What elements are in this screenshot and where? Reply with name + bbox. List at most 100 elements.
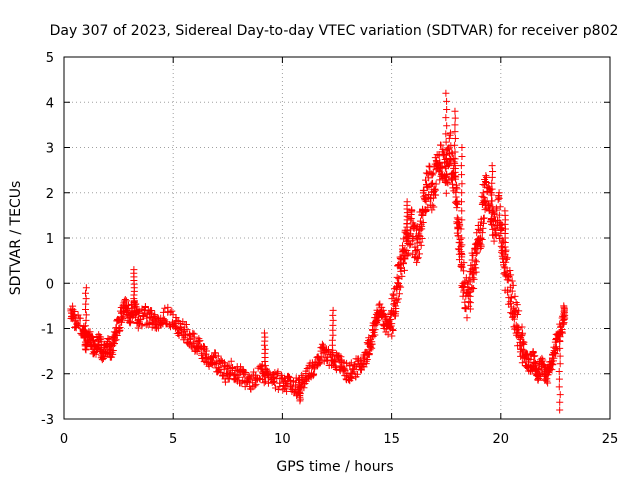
data-point	[437, 141, 445, 149]
data-point	[425, 162, 433, 170]
data-point	[458, 251, 466, 259]
data-point	[71, 308, 79, 316]
grid-lines	[64, 57, 610, 419]
data-point	[552, 350, 560, 358]
data-point	[513, 301, 521, 309]
data-point	[458, 263, 466, 271]
data-point	[502, 248, 510, 256]
data-point	[451, 175, 459, 183]
data-point	[544, 379, 552, 387]
data-point	[556, 360, 564, 368]
data-point	[442, 189, 450, 197]
data-point	[488, 185, 496, 193]
data-point	[458, 144, 466, 151]
data-point	[451, 141, 459, 149]
data-point	[121, 296, 129, 304]
y-tick-label: 5	[46, 51, 54, 66]
data-point	[501, 252, 509, 260]
data-point	[124, 305, 132, 313]
data-point	[183, 326, 191, 334]
data-point	[451, 114, 459, 122]
y-tick-label: 3	[46, 142, 54, 157]
data-point	[398, 272, 406, 280]
data-point	[493, 206, 501, 214]
data-point	[429, 171, 437, 179]
data-point	[556, 337, 564, 345]
data-point	[472, 250, 480, 258]
data-point	[172, 313, 180, 321]
data-point	[389, 290, 397, 298]
data-point	[470, 285, 478, 293]
data-point	[508, 277, 516, 285]
data-point	[498, 221, 506, 229]
data-point	[219, 371, 227, 379]
data-point	[422, 197, 430, 205]
data-point	[347, 374, 355, 382]
data-point	[467, 261, 475, 269]
data-point	[443, 171, 451, 179]
data-point	[311, 365, 319, 373]
data-point	[198, 349, 206, 357]
data-point	[389, 325, 396, 333]
data-point	[495, 194, 503, 202]
data-point	[261, 345, 269, 353]
data-point	[274, 368, 282, 376]
data-point	[458, 153, 466, 161]
data-point	[539, 356, 547, 364]
data-point	[419, 211, 427, 219]
data-point	[246, 375, 254, 383]
data-point	[507, 271, 515, 279]
data-point	[476, 240, 484, 248]
data-point	[354, 370, 362, 378]
data-point	[506, 267, 514, 275]
data-point	[224, 374, 232, 382]
data-point	[518, 323, 526, 331]
data-point	[388, 320, 396, 328]
data-point	[81, 322, 89, 330]
data-point	[497, 248, 505, 256]
data-point	[324, 345, 332, 353]
data-point	[470, 275, 478, 283]
y-axis-label: SDTVAR / TECUs	[8, 181, 24, 296]
data-point	[82, 289, 90, 297]
data-point	[394, 295, 402, 303]
data-point	[422, 169, 430, 177]
data-point	[530, 352, 538, 360]
x-tick-label: 5	[169, 432, 177, 447]
x-tick-label: 20	[493, 432, 510, 447]
data-point	[465, 298, 473, 306]
data-point	[555, 375, 563, 383]
data-point	[394, 279, 402, 287]
data-point	[555, 383, 563, 391]
data-point	[479, 224, 487, 232]
data-point	[227, 357, 235, 365]
data-point	[387, 315, 395, 323]
data-point	[490, 210, 498, 218]
data-point	[316, 356, 324, 364]
data-point	[460, 259, 468, 267]
data-point	[390, 291, 398, 299]
data-point	[320, 342, 328, 350]
data-point	[329, 306, 337, 314]
data-point	[113, 332, 121, 340]
data-point	[500, 263, 508, 271]
data-point	[443, 122, 451, 130]
data-point	[355, 357, 363, 365]
data-point	[480, 214, 488, 222]
data-point	[368, 340, 376, 348]
data-point	[109, 350, 117, 358]
data-point	[443, 178, 451, 186]
data-point	[473, 248, 481, 256]
data-point	[396, 264, 404, 272]
data-point	[384, 330, 392, 338]
data-point	[130, 266, 138, 274]
data-point	[414, 245, 422, 253]
data-point	[395, 282, 403, 290]
data-point	[508, 287, 516, 295]
data-point	[458, 171, 466, 179]
data-point	[488, 162, 496, 170]
data-point	[395, 290, 403, 298]
data-point	[420, 187, 428, 195]
data-point	[202, 347, 210, 355]
data-point	[548, 366, 556, 374]
